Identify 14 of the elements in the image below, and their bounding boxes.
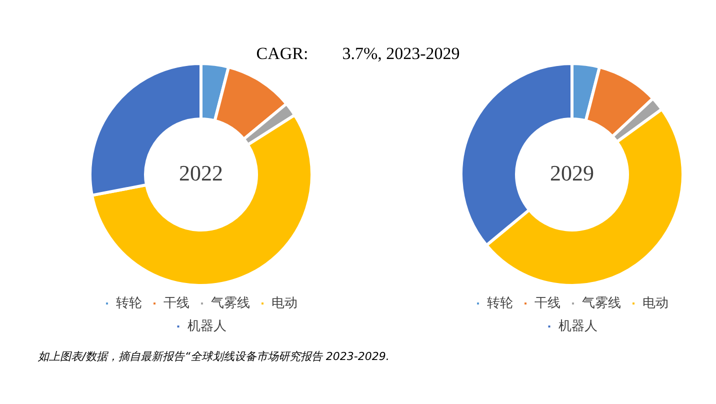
legend-label: 干线 (534, 296, 560, 311)
text: 如上图表/数据，摘自最新报告“全球划线设备市场研究报告 2023-2029. (38, 349, 390, 364)
legend-label: 气雾线 (582, 296, 621, 311)
legend-label: 气雾线 (211, 296, 250, 311)
text: 2022 (179, 160, 223, 186)
legend-label: 转轮 (487, 296, 513, 311)
text: 2029 (550, 160, 594, 186)
legend-label: 机器人 (558, 318, 598, 334)
legend-label: 电动 (642, 296, 668, 311)
legend-label: 机器人 (187, 318, 226, 334)
text: CAGR: 3.7%, 2023-2029 (255, 44, 461, 64)
legend-label: 电动 (272, 296, 298, 311)
legend-label: 转轮 (116, 296, 142, 311)
legend-label: 干线 (164, 296, 190, 311)
